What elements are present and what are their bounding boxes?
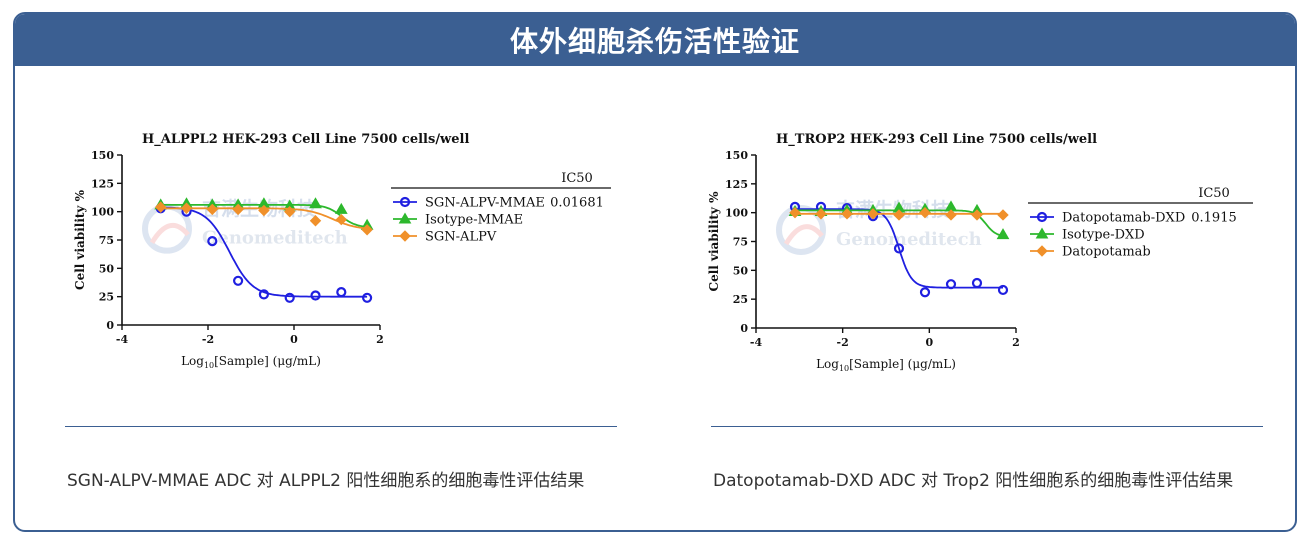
legend-marker [1036,245,1048,257]
y-tick-label: 125 [91,177,114,190]
data-point [232,203,244,216]
x-tick-label: -2 [202,333,214,346]
y-axis-label: Cell viability % [707,191,721,292]
legend-marker [399,230,411,242]
panel-divider [65,426,617,427]
x-tick-label: 0 [290,333,298,346]
x-tick-label: 0 [926,336,934,349]
data-point [789,206,801,219]
legend-ic50-value: 0.1915 [1191,211,1237,226]
data-point [945,209,957,221]
legend-marker [398,212,412,224]
x-tick-label: -2 [837,336,849,349]
x-tick-label: 2 [1012,336,1020,349]
y-tick-label: 25 [733,293,748,306]
data-point [206,203,219,216]
data-point [996,228,1010,240]
data-point [362,292,373,303]
legend-marker [1035,227,1049,239]
x-axis-label: Log10[Sample] (μg/mL) [816,357,956,373]
data-point [309,215,322,227]
legend-marker [1036,211,1048,223]
data-point [284,292,295,303]
data-point [334,202,348,214]
panel-caption: SGN-ALPV-MMAE ADC 对 ALPPL2 阳性细胞系的细胞毒性评估结… [67,471,585,491]
legend-label: Datopotamab-DXD [1062,211,1185,226]
data-point [919,206,931,219]
series-3 [154,201,373,236]
data-point [841,208,853,220]
legend-marker [399,196,411,208]
card-header: 体外细胞杀伤活性验证 [15,14,1295,66]
y-tick-label: 75 [733,236,748,249]
chart-title: H_TROP2 HEK-293 Cell Line 7500 cells/wel… [776,132,1097,147]
data-point [309,197,322,209]
data-point [233,275,244,286]
legend-label: Isotype-MMAE [425,213,523,228]
data-point [815,208,827,220]
data-point [971,209,983,221]
data-point [997,284,1009,296]
data-point [361,224,373,236]
y-tick-label: 125 [725,178,748,191]
y-tick-label: 100 [91,206,114,219]
y-tick-label: 0 [106,319,114,332]
data-point [258,289,269,300]
y-tick-label: 100 [725,207,748,220]
data-point [919,287,931,298]
legend-ic50-header: IC50 [1198,186,1230,201]
data-point [336,287,347,298]
legend-label: SGN-ALPV [425,230,497,245]
watermark-en: Genomeditech [202,227,348,248]
series-curve [795,208,1003,289]
data-point [154,201,167,213]
data-point [283,205,296,218]
y-tick-label: 50 [733,264,749,277]
data-point [335,213,348,226]
data-point [893,209,905,221]
watermark-logo-icon [776,204,826,255]
series-curve [160,206,368,298]
y-tick-label: 150 [91,149,114,162]
cytotoxicity-card: 体外细胞杀伤活性验证 吉满生物科技 Genomeditech H_ALPPL2 HE… [13,12,1297,532]
legend-label: Isotype-DXD [1062,228,1145,243]
data-point [867,208,879,220]
panel-divider [711,426,1263,427]
x-axis-label: Log10[Sample] (μg/mL) [181,354,321,370]
y-tick-label: 25 [99,291,114,304]
y-axis-label: Cell viability % [73,189,87,290]
data-point [893,243,905,254]
y-tick-label: 75 [99,234,114,247]
chart-title: H_ALPPL2 HEK-293 Cell Line 7500 cells/we… [142,132,469,147]
watermark-logo-swoosh [149,222,190,245]
data-point [971,277,983,289]
x-tick-label: -4 [116,333,129,346]
data-point [258,204,270,217]
panel-caption: Datopotamab-DXD ADC 对 Trop2 阳性细胞系的细胞毒性评估… [713,471,1234,491]
data-point [997,209,1009,221]
x-tick-label: -4 [750,336,763,349]
watermark-logo-swoosh [783,224,824,246]
x-tick-label: 2 [376,333,384,346]
data-point [945,279,957,290]
legend-ic50-value: 0.01681 [550,196,604,211]
watermark-en: Genomeditech [836,229,982,250]
y-tick-label: 50 [99,262,115,275]
legend-label: Datopotamab [1062,245,1151,260]
data-point [310,290,321,301]
data-point [207,236,218,247]
header-title: 体外细胞杀伤活性验证 [509,25,800,58]
legend-ic50-header: IC50 [561,171,593,186]
series-3 [789,206,1009,221]
y-tick-label: 0 [740,322,748,335]
y-tick-label: 150 [725,149,748,162]
legend-label: SGN-ALPV-MMAE [425,196,545,211]
data-point [180,202,193,214]
